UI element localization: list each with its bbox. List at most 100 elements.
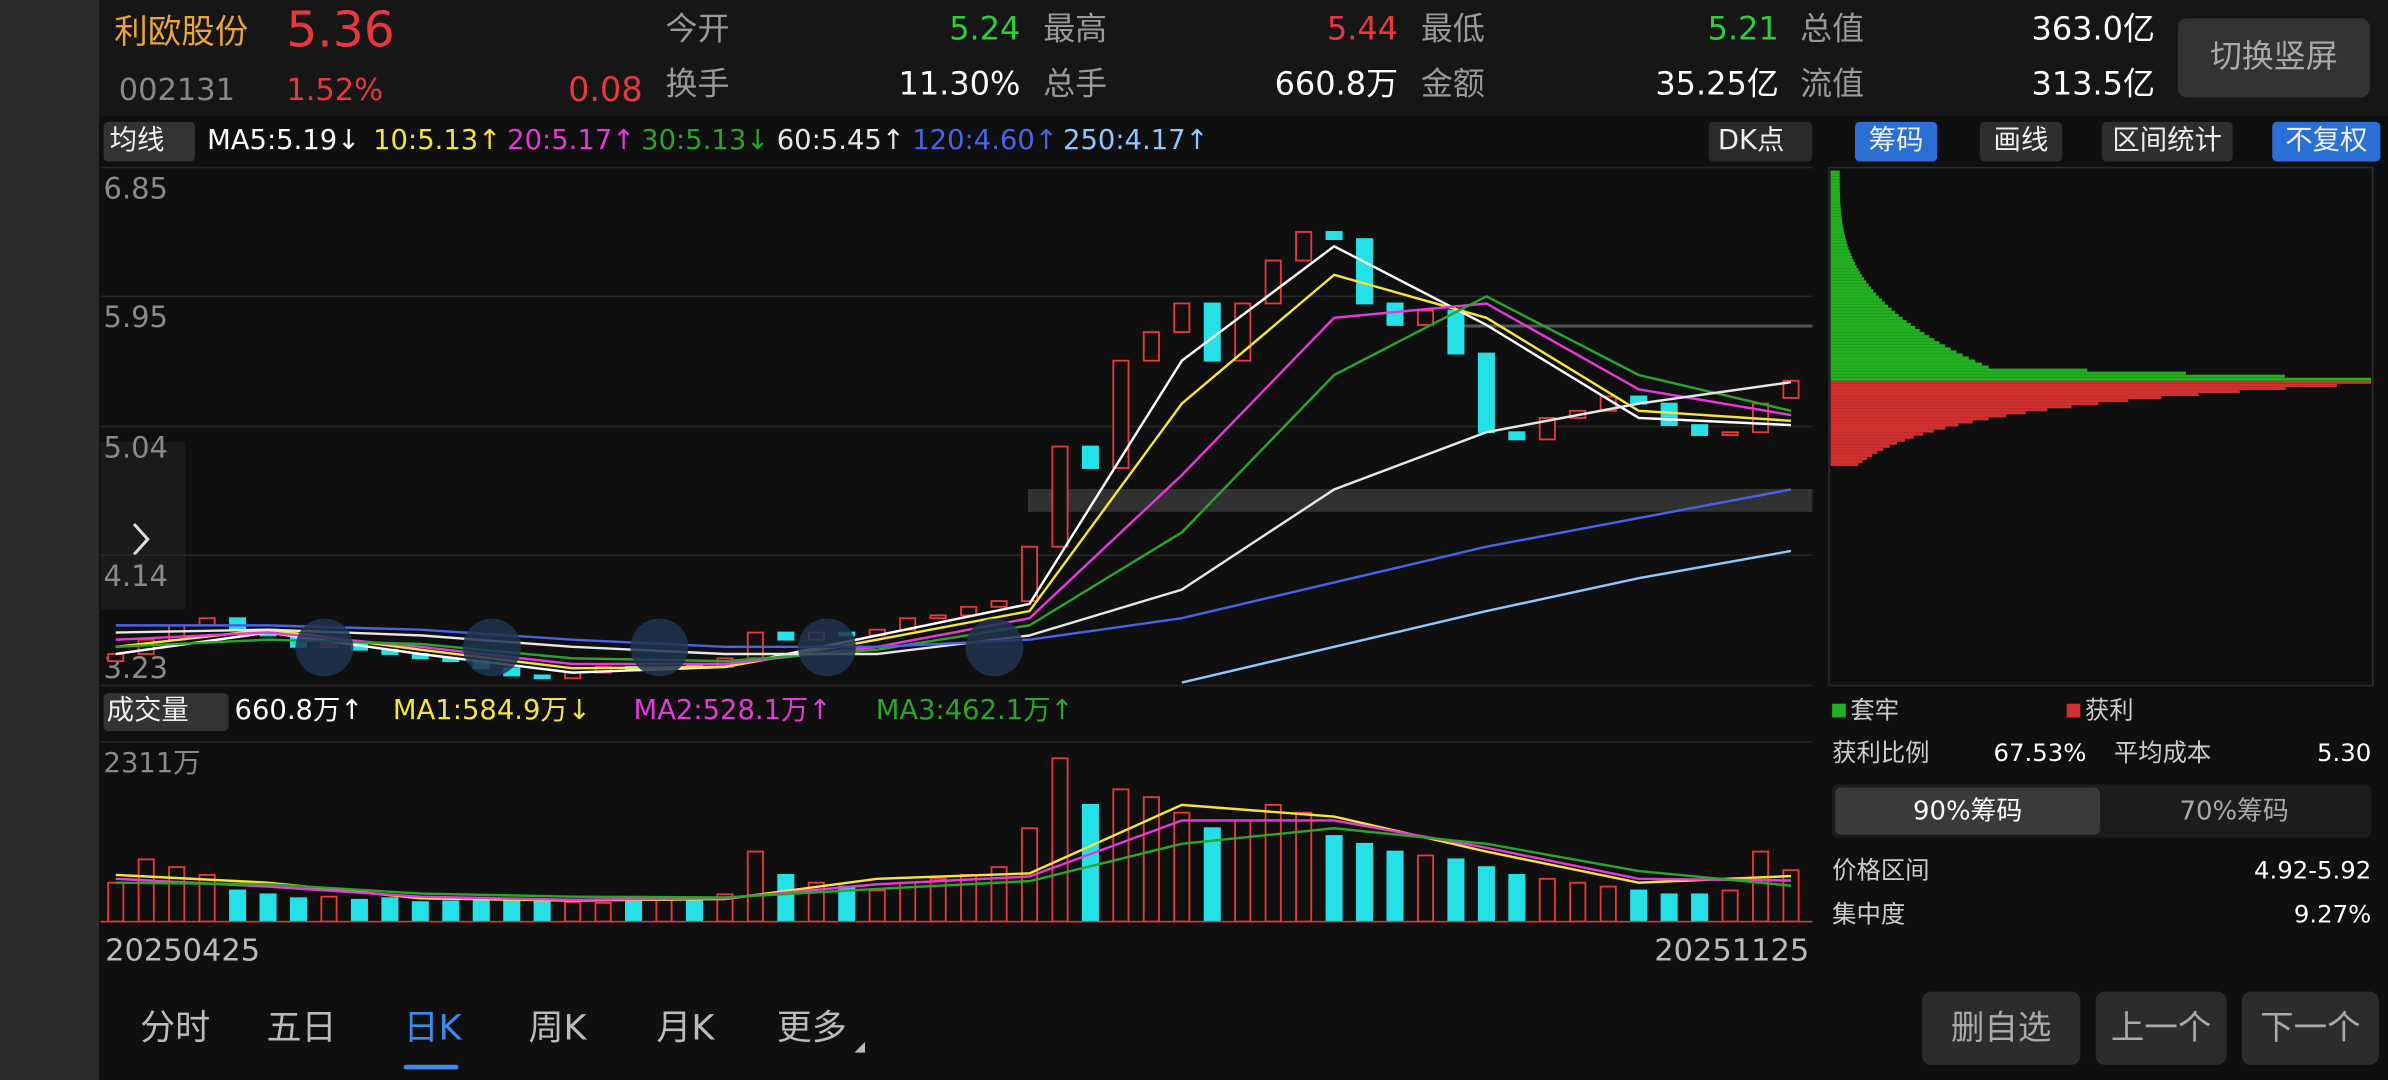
volume-bar [168,866,186,922]
volume-bar [137,858,155,922]
volume-bar [411,901,429,922]
chip-bar [1830,432,1924,436]
chip-bar [1830,201,1841,205]
volume-bar [503,898,521,922]
stat-value: 363.0亿 [2031,9,2154,47]
button-bg[interactable] [2241,991,2379,1065]
candle [1142,331,1160,362]
candle [229,617,247,631]
volume-bar [1325,835,1343,922]
nav-icon[interactable] [462,618,521,677]
volume-bar [1477,866,1495,922]
nav-icon[interactable] [295,618,354,677]
stock-code: 002131 [119,73,235,108]
stat-value: 313.5亿 [2031,64,2154,102]
orientation-button[interactable] [2177,18,2370,98]
stock-price: 5.36 [286,3,394,59]
candle [107,653,125,663]
range-tab-label: 70%筹码 [2180,796,2289,826]
chip-bar [1830,353,1963,357]
volume-bar [1569,881,1587,922]
candle [1782,379,1800,399]
date-start: 20250425 [105,934,260,969]
chip-tab[interactable] [2101,121,2233,162]
chip-bar [1830,450,1878,454]
button-bg[interactable] [2095,991,2227,1065]
chip-bar [1830,234,1846,238]
volume-bar [1630,889,1648,922]
chip-bar [1830,262,1856,266]
chip-bar [1830,182,1840,186]
chip-bar [1830,283,1869,287]
stat-label: 总值 [1800,9,1864,47]
chip-bar [1830,271,1861,275]
chip-bar [1830,402,2099,406]
stat-value: 35.25亿 [1655,64,1778,102]
chip-bar [1830,460,1863,464]
chip-stat-value: 5.30 [2317,738,2371,767]
nav-icon[interactable] [630,618,689,677]
chip-bar [1830,258,1854,263]
volume-bar [1051,757,1069,922]
chip-row-value: 4.92-5.92 [2254,855,2371,884]
stat-label: 流值 [1800,64,1864,102]
volume-bar [777,873,795,922]
chip-bar [1830,362,1982,366]
ma-item: 30:5.13↓ [641,125,769,156]
volume-bar [716,893,734,922]
nav-icon[interactable] [798,618,856,677]
stat-label: 今开 [666,9,730,47]
range-tab-active[interactable] [1835,787,2101,835]
ma-line [115,294,1792,663]
chip-bar [1830,389,2240,394]
button-bg[interactable] [1921,991,2081,1065]
period-tab[interactable]: 日K [404,1008,463,1049]
candle [990,600,1008,608]
chip-bar [1830,249,1850,253]
candles [107,231,1800,684]
chip-bar [1830,289,1874,293]
chip-bar [1830,194,1841,199]
chip-tab[interactable] [1854,121,1938,162]
chip-bar [1830,325,1916,330]
chip-bar [1830,225,1844,229]
candle [777,631,795,641]
chip-tab-label: 不复权 [2285,125,2367,156]
period-tab[interactable]: 周K [528,1008,587,1049]
chip-bar [1830,453,1872,457]
change-pct: 1.52% [286,73,383,108]
candle [1416,309,1435,326]
chip-bar [1830,338,1935,342]
chip-tab[interactable] [2272,121,2381,162]
ma-item: 120:4.60↑ [912,125,1058,156]
volume-bar [1081,803,1099,922]
dk-button[interactable] [1708,121,1813,162]
chip-bar [1830,246,1849,250]
side-handle[interactable] [100,441,186,610]
nav-icon[interactable] [965,618,1024,677]
volume-bar [868,889,886,922]
volume-bar [1295,811,1313,922]
stat-value: 5.24 [949,9,1020,47]
ma-selector[interactable] [103,121,195,162]
y-tick-label: 4.14 [104,559,168,593]
chip-bar [1830,456,1868,461]
period-tab[interactable]: 更多 [777,1008,847,1049]
period-tab[interactable]: 五日 [267,1008,337,1049]
chip-tab[interactable] [1979,121,2063,162]
volume-bar [1112,788,1130,922]
chip-bar [1830,393,2199,397]
chip-bar [1830,347,1951,351]
chip-bar [1830,243,1848,247]
candle [1447,309,1465,355]
chip-bar [1830,420,1973,424]
vol-selector[interactable] [103,693,229,732]
chip-bar [1830,298,1882,302]
chip-bar [1830,240,1847,244]
chip-bar [1830,423,1959,427]
chip-bar [1830,207,1841,211]
period-tab[interactable]: 分时 [140,1008,210,1049]
period-tab[interactable]: 月K [656,1008,715,1049]
candle [1477,352,1495,434]
chip-row-label: 价格区间 [1832,855,1929,884]
